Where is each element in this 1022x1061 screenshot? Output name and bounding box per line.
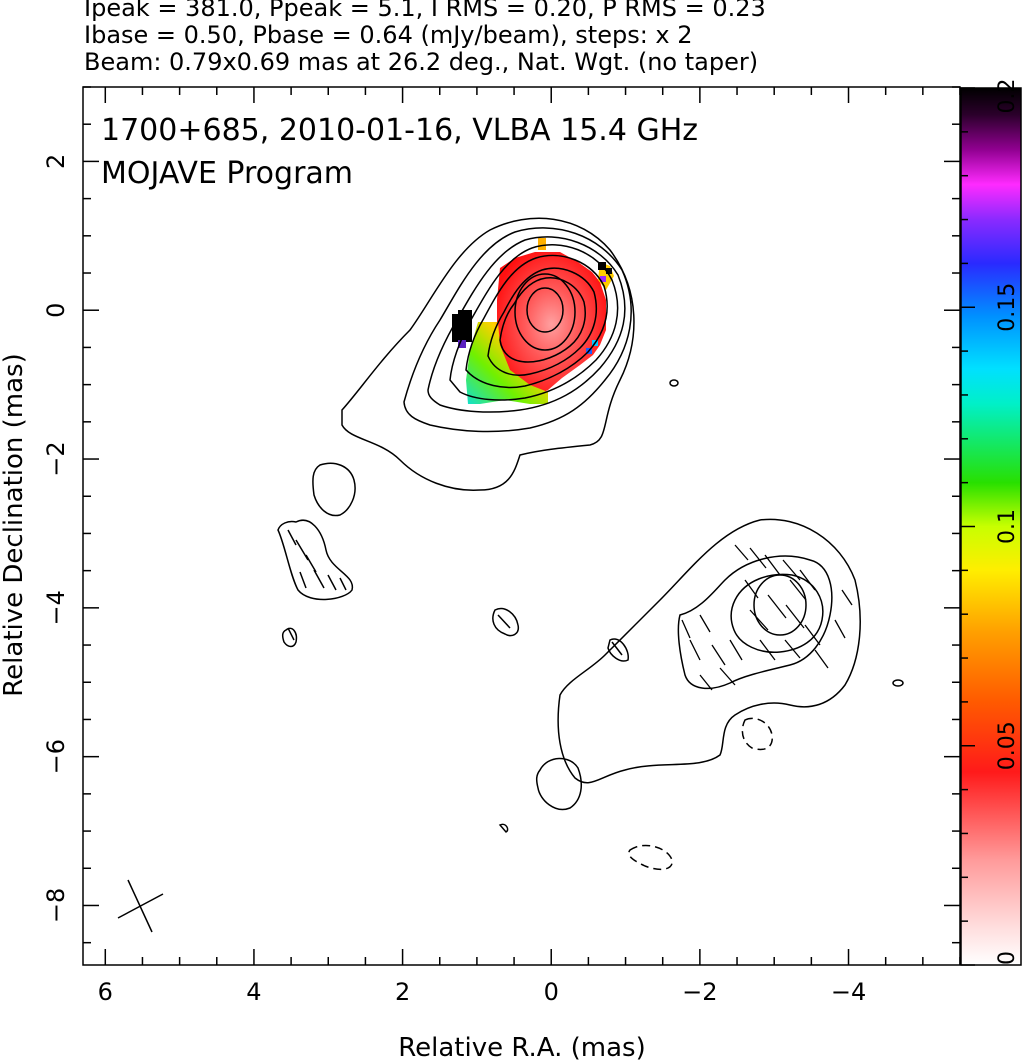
colorbar-tick-label: 0.05 <box>995 721 1020 770</box>
x-tick-label: 0 <box>544 978 559 1006</box>
y-axis-label: Relative Declination (mas) <box>0 353 29 696</box>
colorbar-tick-label: 0.2 <box>995 79 1020 114</box>
map-subtitle: MOJAVE Program <box>101 156 353 191</box>
x-tick-label: −4 <box>831 978 866 1006</box>
colorbar-tick-labels: 0 0.05 0.1 0.15 0.2 <box>995 79 1020 966</box>
plot-frame <box>82 86 961 966</box>
y-tick-label: 0 <box>42 303 70 318</box>
colorbar-ticks <box>961 87 975 966</box>
colorbar-tick-label: 0 <box>995 951 1020 965</box>
colorbar-tick-label: 0.15 <box>995 283 1020 332</box>
x-tick-label: 4 <box>246 978 261 1006</box>
polarization-ticks <box>287 529 853 691</box>
header-line-3: Beam: 0.79x0.69 mas at 26.2 deg., Nat. W… <box>84 48 759 76</box>
beam-marker <box>117 879 164 933</box>
x-tick-label: 2 <box>395 978 410 1006</box>
y-tick-label: −2 <box>42 441 70 476</box>
header-line-1: Ipeak = 381.0, Ppeak = 5.1, I RMS = 0.20… <box>84 0 766 22</box>
x-tick-label: −2 <box>682 978 717 1006</box>
intensity-contours <box>277 217 904 833</box>
y-tick-label: 2 <box>42 154 70 169</box>
axis-tick-labels: 6 4 2 0 −2 −4 2 0 −2 −4 −6 −8 <box>42 154 866 1006</box>
y-tick-label: −4 <box>42 590 70 625</box>
y-tick-label: −6 <box>42 739 70 774</box>
colorbar-tick-label: 0.1 <box>995 509 1020 544</box>
x-tick-label: 6 <box>98 978 113 1006</box>
axis-ticks <box>83 86 961 965</box>
header-line-2: Ibase = 0.50, Pbase = 0.64 (mJy/beam), s… <box>84 21 693 49</box>
negative-contours <box>628 717 773 871</box>
map-title: 1700+685, 2010-01-16, VLBA 15.4 GHz <box>101 113 698 148</box>
x-axis-label: Relative R.A. (mas) <box>398 1033 645 1061</box>
y-tick-label: −8 <box>42 888 70 923</box>
